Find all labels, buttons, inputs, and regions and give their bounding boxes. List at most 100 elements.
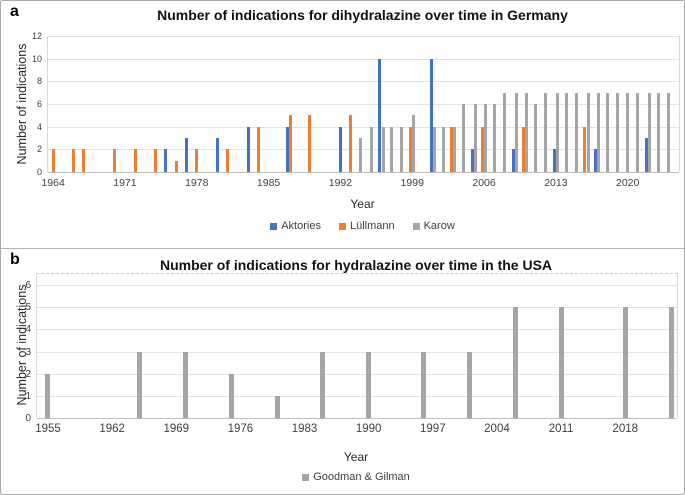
bar-l-llmann-1984 [256, 126, 260, 172]
gridline-y-10 [48, 58, 679, 60]
bar-aktories-1987 [285, 126, 289, 172]
gridline-y-12 [48, 36, 679, 37]
legend-swatch-karow [412, 222, 420, 230]
bar-karow-2021 [636, 92, 640, 172]
legend-swatch-goodman-gilman [302, 473, 310, 481]
bar-goodman-gilman-1990 [366, 351, 372, 418]
y-tick-label-3: 3 [25, 346, 31, 358]
panel-label-b: b [10, 251, 20, 268]
x-tick-label-2004: 2004 [484, 423, 510, 435]
y-tick-label-4: 4 [25, 324, 31, 336]
gridline-y-4 [37, 329, 677, 331]
legend-item-l-llmann: Lüllmann [338, 220, 395, 232]
bar-goodman-gilman-1996 [421, 351, 427, 418]
bar-karow-2018 [605, 92, 609, 172]
panel-usa: b Number of indications for hydralazine … [1, 249, 684, 494]
y-tick-label-0: 0 [36, 167, 42, 177]
bar-l-llmann-1964 [51, 149, 55, 172]
bar-karow-2008 [503, 92, 507, 172]
bar-l-llmann-1981 [226, 149, 230, 172]
x-tick-label-1971: 1971 [113, 177, 137, 189]
x-tick-label-2020: 2020 [616, 177, 640, 189]
bar-karow-2011 [533, 104, 537, 172]
x-tick-label-2011: 2011 [548, 423, 574, 435]
bar-goodman-gilman-2011 [558, 307, 564, 418]
chart-b-legend: Goodman & Gilman [36, 471, 676, 483]
x-tick-label-1962: 1962 [99, 423, 125, 435]
gridline-y-5 [37, 307, 677, 309]
bar-aktories-1977 [185, 138, 188, 172]
bar-karow-2006 [484, 104, 488, 172]
bar-karow-1998 [400, 126, 404, 172]
bar-karow-2012 [544, 92, 548, 172]
panel-germany: a Number of indications for dihydralazin… [1, 1, 684, 248]
bar-l-llmann-2016 [583, 126, 587, 172]
bar-aktories-1975 [164, 149, 168, 172]
bar-aktories-2005 [470, 149, 474, 172]
x-tick-label-2006: 2006 [472, 177, 496, 189]
bar-goodman-gilman-1955 [45, 373, 51, 418]
bar-karow-2001 [432, 126, 436, 172]
x-tick-label-1955: 1955 [35, 423, 61, 435]
x-tick-label-1976: 1976 [227, 423, 254, 435]
bar-l-llmann-1974 [154, 149, 158, 172]
bar-karow-2005 [473, 104, 477, 172]
x-tick-label-1992: 1992 [328, 177, 353, 189]
bar-goodman-gilman-1980 [274, 395, 280, 418]
y-tick-label-6: 6 [25, 280, 31, 291]
bar-goodman-gilman-2023 [668, 307, 674, 418]
bar-karow-2019 [615, 92, 619, 172]
bar-goodman-gilman-1975 [228, 373, 234, 418]
bar-karow-2023 [656, 92, 660, 172]
x-tick-label-1997: 1997 [420, 423, 446, 435]
bar-l-llmann-1999 [409, 126, 413, 172]
bar-aktories-2017 [593, 149, 597, 172]
gridline-y-6 [48, 104, 679, 105]
legend-item-aktories: Aktories [270, 220, 321, 232]
chart-b-x-axis-label: Year [343, 450, 369, 464]
chart-b-title: Number of indications for hydralazine ov… [159, 257, 553, 273]
bar-karow-2016 [586, 92, 590, 172]
bar-karow-1997 [390, 126, 394, 172]
bar-l-llmann-1978 [195, 149, 199, 172]
y-tick-label-6: 6 [36, 99, 42, 109]
x-tick-label-1964: 1964 [41, 177, 65, 189]
bar-karow-2024 [667, 92, 671, 172]
bar-l-llmann-1987 [289, 115, 293, 172]
bar-karow-2014 [564, 92, 568, 172]
x-tick-label-1978: 1978 [185, 177, 209, 189]
gridline-y-6 [37, 285, 677, 286]
chart-a-legend: Aktories Lüllmann Karow [47, 220, 678, 232]
bar-karow-2022 [648, 92, 652, 172]
gridline-y-0 [37, 418, 677, 419]
bar-aktories-2001 [429, 58, 433, 172]
bar-goodman-gilman-1970 [182, 351, 188, 418]
x-tick-label-1990: 1990 [355, 423, 382, 435]
gridline-y-0 [48, 172, 679, 173]
x-tick-label-1969: 1969 [163, 423, 190, 435]
x-tick-label-1999: 1999 [400, 177, 424, 189]
x-tick-label-1985: 1985 [256, 177, 281, 189]
panel-label-a: a [10, 3, 19, 20]
legend-item-goodman-gilman: Goodman & Gilman [302, 471, 410, 483]
x-tick-label-2013: 2013 [544, 177, 568, 189]
bar-karow-1999 [412, 115, 416, 172]
bar-aktories-2022 [645, 138, 649, 172]
bar-l-llmann-1993 [349, 115, 353, 172]
bar-karow-2017 [597, 92, 601, 172]
x-tick-label-1983: 1983 [291, 423, 318, 435]
gridline-y-2 [37, 373, 677, 375]
bar-karow-2015 [574, 92, 578, 172]
bar-l-llmann-2010 [521, 126, 525, 172]
bar-l-llmann-1967 [82, 149, 86, 172]
panel-divider [1, 248, 684, 249]
legend-label-aktories: Aktories [281, 220, 321, 232]
y-tick-label-1: 1 [25, 390, 31, 402]
legend-label-goodman-gilman: Goodman & Gilman [313, 471, 410, 483]
legend-swatch-l-llmann [338, 222, 346, 230]
bar-goodman-gilman-2018 [622, 307, 628, 418]
y-tick-label-8: 8 [36, 76, 42, 87]
bar-l-llmann-1972 [133, 149, 137, 172]
gridline-y-2 [48, 149, 679, 151]
gridline-y-4 [48, 126, 679, 128]
